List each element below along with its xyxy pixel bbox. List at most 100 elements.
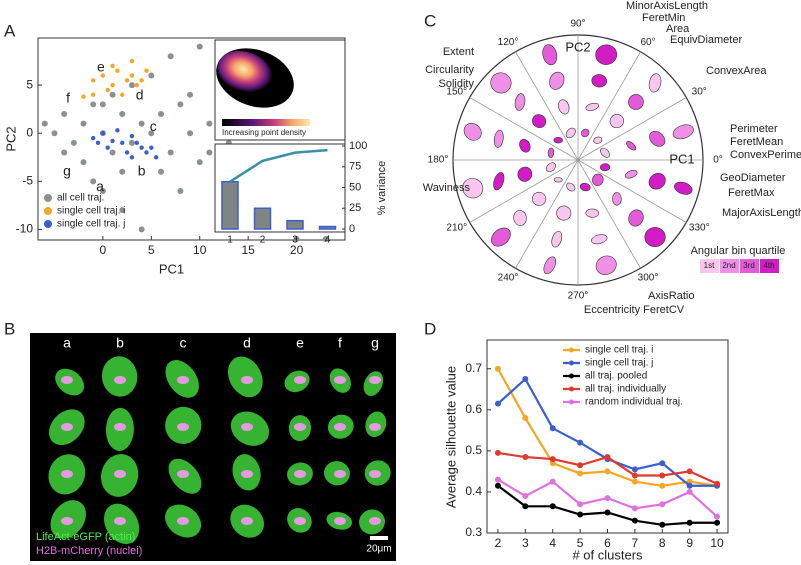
scatter-point [322,236,329,243]
nucleus [294,470,306,478]
cumulative-line [229,148,328,183]
legend-marker [44,220,52,228]
legend-label: 1st [704,261,715,270]
scatter-point [99,187,106,194]
scatter-point [95,140,101,146]
scatter-point [110,82,115,88]
scatter-point [129,73,135,78]
scatter-point [70,139,77,146]
legend-label: 4th [763,261,774,270]
scatter-point [134,140,139,146]
series-point [714,480,721,487]
x-tick-label: 1 [227,235,233,246]
nucleus [334,376,346,384]
nucleus [241,423,253,431]
legend-marker [569,373,574,379]
x-tick-label: 20 [290,243,304,257]
y-tick-label: 0 [26,125,33,139]
nucleus [334,470,346,478]
cell-shape [648,73,662,93]
scatter-point [139,145,144,150]
nucleus [334,517,346,525]
bar [318,225,337,230]
scatter-point [148,130,155,137]
nucleus [241,517,253,525]
panel-label: A [4,21,16,40]
cell-shape [644,227,666,248]
cell-shape [545,162,556,173]
scatter-point [196,43,203,50]
scatter-point [128,139,135,146]
series-point [714,519,721,526]
series-point [577,501,584,508]
scatter-point [153,155,159,160]
scatter-point [80,120,87,127]
nucleus [294,517,306,525]
scatter-point [177,101,184,108]
x-tick-label: 5 [148,243,155,257]
scatter-point [139,78,144,83]
series-point [549,456,556,463]
cell-shape [674,181,693,195]
cell-shape [628,94,644,110]
scatter-point [138,120,145,127]
cell-shape [532,191,547,206]
cell-shape [493,129,504,148]
column-label: d [243,335,251,351]
legend-swatch [760,259,779,273]
scatter-point [148,72,155,79]
feature-label: Waviness [423,182,471,194]
angle-label: 180° [428,155,449,166]
series-point [631,472,638,479]
scatter-point [61,149,68,156]
feature-label: FeretMin [642,12,685,24]
density-colorbar [222,119,310,126]
y-tick-label: -5 [22,173,33,187]
x-tick-label: 0 [100,243,107,257]
series-point [494,476,501,483]
angle-label: 240° [498,272,519,283]
angle-label: 30° [692,87,707,98]
scatter-point [119,168,126,175]
cell-shape [490,72,512,94]
y-tick-label: 0.6 [465,402,482,416]
series-point [631,466,638,473]
cell-shape [462,178,484,199]
column-label: f [338,335,342,351]
point-annotation: d [136,86,144,102]
angle-label: 330° [689,223,710,234]
scatter-point [206,149,213,156]
feature-label: EquivDiameter [670,34,742,46]
y2-tick-label: 25 [349,202,361,214]
scale-bar [370,536,388,540]
series-point [522,415,529,422]
y2-tick-label: 75 [349,161,361,173]
x-tick-label: 8 [659,536,666,550]
scatter-point [177,187,184,194]
scatter-point [110,63,115,69]
legend-marker [44,207,52,215]
series-point [686,482,693,489]
scatter-point [51,130,58,137]
series-point [577,511,584,518]
scatter-point [120,140,125,146]
cell-shape [591,74,607,88]
y-tick-label: 5 [26,77,33,91]
scatter-point [187,130,194,137]
legend-label: 3rd [743,261,755,270]
scatter-point [91,135,96,141]
bar [286,219,304,230]
x-tick-label: 2 [260,235,266,246]
panel-label: B [4,319,15,338]
column-label: e [296,335,304,351]
angle-label: 0° [713,155,723,166]
cell-shape [558,99,570,115]
cell-shape [463,122,482,141]
nucleus [61,517,73,525]
cell-shape [513,210,527,226]
x-tick-label: 10 [193,243,207,257]
legend-label: 2nd [722,261,735,270]
cell-shape [543,256,557,275]
series-point [631,505,638,512]
